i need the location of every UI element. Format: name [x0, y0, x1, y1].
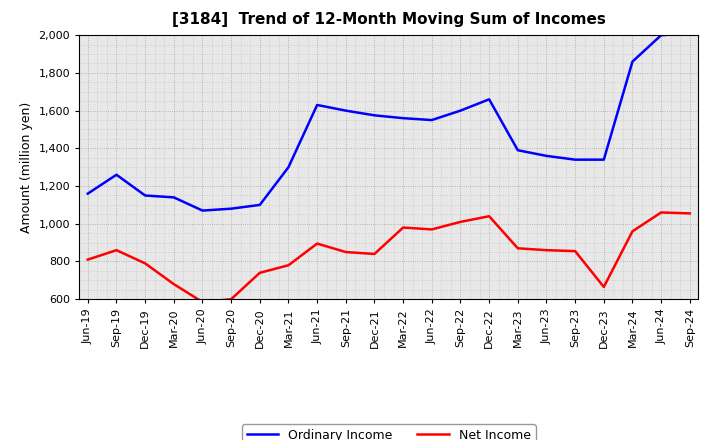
Net Income — [370, 251, 379, 257]
Ordinary Income — [284, 165, 293, 170]
Ordinary Income — [198, 208, 207, 213]
Title: [3184]  Trend of 12-Month Moving Sum of Incomes: [3184] Trend of 12-Month Moving Sum of I… — [172, 12, 606, 27]
Net Income — [112, 248, 121, 253]
Ordinary Income — [542, 153, 551, 158]
Net Income — [628, 229, 636, 234]
Net Income — [513, 246, 522, 251]
Line: Net Income: Net Income — [88, 213, 690, 302]
Ordinary Income — [169, 195, 178, 200]
Ordinary Income — [485, 97, 493, 102]
Ordinary Income — [370, 113, 379, 118]
Ordinary Income — [141, 193, 150, 198]
Ordinary Income — [657, 33, 665, 38]
Ordinary Income — [341, 108, 350, 113]
Net Income — [657, 210, 665, 215]
Ordinary Income — [628, 59, 636, 64]
Ordinary Income — [399, 116, 408, 121]
Net Income — [169, 282, 178, 287]
Net Income — [84, 257, 92, 262]
Ordinary Income — [513, 147, 522, 153]
Ordinary Income — [312, 103, 321, 108]
Net Income — [542, 248, 551, 253]
Ordinary Income — [571, 157, 580, 162]
Net Income — [198, 299, 207, 304]
Net Income — [456, 219, 465, 224]
Net Income — [256, 270, 264, 275]
Net Income — [341, 249, 350, 255]
Line: Ordinary Income: Ordinary Income — [88, 33, 690, 211]
Net Income — [485, 213, 493, 219]
Net Income — [284, 263, 293, 268]
Net Income — [227, 297, 235, 302]
Net Income — [428, 227, 436, 232]
Ordinary Income — [112, 172, 121, 177]
Ordinary Income — [428, 117, 436, 123]
Net Income — [399, 225, 408, 230]
Net Income — [141, 261, 150, 266]
Ordinary Income — [256, 202, 264, 208]
Ordinary Income — [84, 191, 92, 196]
Net Income — [312, 241, 321, 246]
Net Income — [685, 211, 694, 216]
Y-axis label: Amount (million yen): Amount (million yen) — [20, 102, 33, 233]
Ordinary Income — [600, 157, 608, 162]
Ordinary Income — [456, 108, 465, 113]
Net Income — [571, 249, 580, 254]
Ordinary Income — [227, 206, 235, 211]
Net Income — [600, 284, 608, 290]
Ordinary Income — [685, 31, 694, 36]
Legend: Ordinary Income, Net Income: Ordinary Income, Net Income — [242, 424, 536, 440]
